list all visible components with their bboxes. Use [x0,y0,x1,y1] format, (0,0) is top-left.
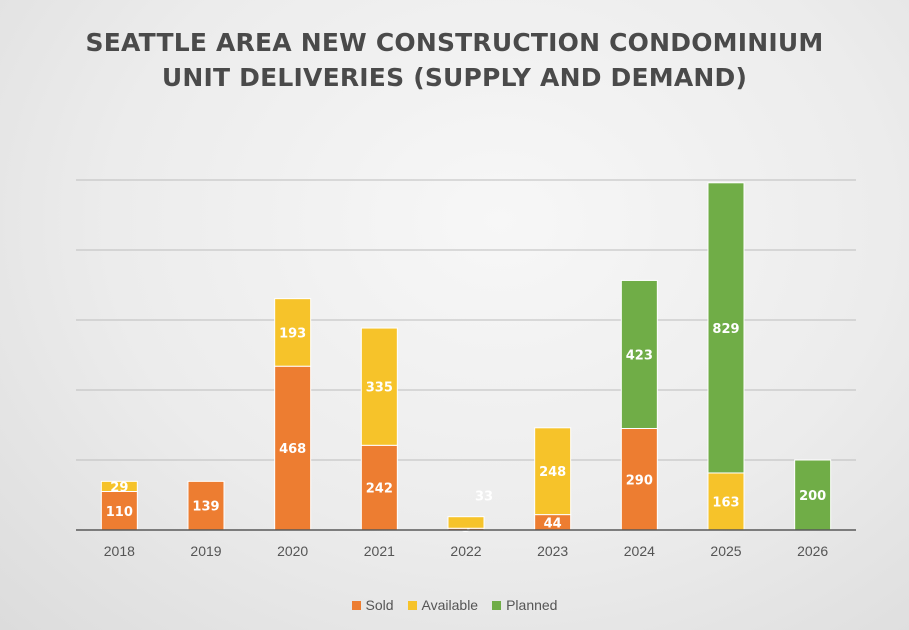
data-label-planned-2026: 200 [799,489,826,504]
bar-available-2020 [274,298,312,367]
legend-label-sold: Sold [365,597,394,613]
chart-legend: Sold Available Planned [0,597,909,613]
bar-available-2021 [360,327,398,446]
legend-item-available: Available [407,597,479,613]
data-label-available-2023: 248 [539,465,566,480]
bar-available-2018 [100,480,138,493]
legend-item-planned: Planned [492,597,557,613]
data-label-available-2025: 163 [712,495,739,510]
legend-swatch-sold [351,600,361,610]
data-label-available-2022: 33 [475,490,493,505]
bar-available-2023 [534,427,572,516]
bar-sold-2020 [274,365,312,531]
data-label-sold-2019: 139 [192,500,219,515]
data-label-available-2021: 335 [366,381,393,396]
chart-title-line-1: SEATTLE AREA NEW CONSTRUCTION CONDOMINIU… [85,28,824,57]
data-label-planned-2024: 423 [626,348,653,363]
bar-planned-2025 [707,182,745,474]
data-label-sold-2023: 44 [544,516,562,531]
bar-sold-2019 [187,480,225,531]
legend-label-planned: Planned [506,597,558,613]
legend-label-available: Available [421,597,479,613]
bar-available-2022 [447,516,485,529]
x-tick-label-2022: 2022 [450,543,481,559]
legend-swatch-available [407,600,417,610]
x-tick-label-2019: 2019 [190,543,221,559]
x-tick-label-2018: 2018 [104,543,135,559]
data-label-available-2018: 29 [110,480,128,495]
data-label-sold-2018: 110 [106,505,133,520]
x-tick-label-2020: 2020 [277,543,308,559]
bar-planned-2024 [620,279,658,430]
x-tick-label-2026: 2026 [797,543,828,559]
data-label-sold-2020: 468 [279,442,306,457]
data-label-sold-2021: 242 [366,482,393,497]
x-tick-label-2021: 2021 [364,543,395,559]
chart-title-line-2: UNIT DELIVERIES (SUPPLY AND DEMAND) [161,63,748,92]
bar-available-2025 [707,472,745,531]
data-label-planned-2025: 829 [712,322,739,337]
bar-sold-2018 [100,491,138,531]
x-tick-label-2024: 2024 [624,543,655,559]
data-label-available-2020: 193 [279,326,306,341]
x-tick-label-2025: 2025 [710,543,741,559]
bar-sold-2021 [360,444,398,531]
bar-planned-2026 [794,459,832,531]
legend-swatch-planned [492,600,502,610]
x-tick-label-2023: 2023 [537,543,568,559]
legend-item-sold: Sold [351,597,394,613]
data-label-sold-2024: 290 [626,473,653,488]
